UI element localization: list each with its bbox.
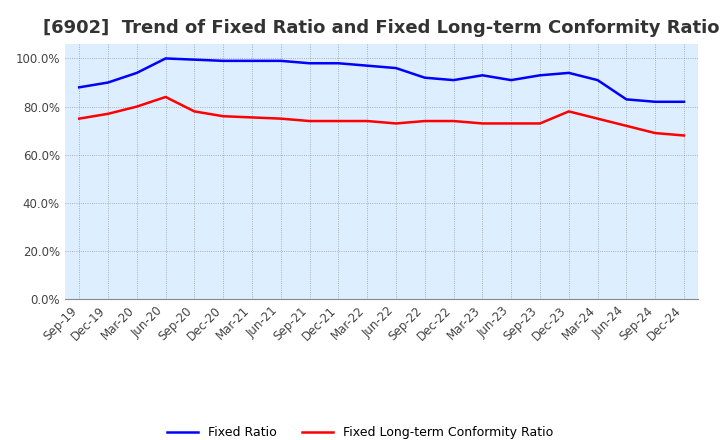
Fixed Long-term Conformity Ratio <box>363 118 372 124</box>
Fixed Long-term Conformity Ratio <box>449 118 458 124</box>
Fixed Long-term Conformity Ratio <box>190 109 199 114</box>
Fixed Ratio <box>363 63 372 68</box>
Fixed Ratio <box>104 80 112 85</box>
Fixed Ratio <box>276 58 285 63</box>
Fixed Long-term Conformity Ratio <box>478 121 487 126</box>
Fixed Ratio <box>132 70 141 76</box>
Fixed Long-term Conformity Ratio <box>593 116 602 121</box>
Fixed Ratio <box>305 61 314 66</box>
Fixed Long-term Conformity Ratio <box>680 133 688 138</box>
Fixed Long-term Conformity Ratio <box>622 123 631 128</box>
Fixed Long-term Conformity Ratio <box>536 121 544 126</box>
Fixed Ratio <box>680 99 688 104</box>
Fixed Ratio <box>190 57 199 62</box>
Fixed Ratio <box>593 77 602 83</box>
Fixed Long-term Conformity Ratio <box>219 114 228 119</box>
Fixed Long-term Conformity Ratio <box>305 118 314 124</box>
Fixed Ratio <box>449 77 458 83</box>
Line: Fixed Long-term Conformity Ratio: Fixed Long-term Conformity Ratio <box>79 97 684 136</box>
Fixed Long-term Conformity Ratio <box>420 118 429 124</box>
Fixed Long-term Conformity Ratio <box>276 116 285 121</box>
Fixed Ratio <box>564 70 573 76</box>
Line: Fixed Ratio: Fixed Ratio <box>79 59 684 102</box>
Fixed Ratio <box>536 73 544 78</box>
Fixed Long-term Conformity Ratio <box>564 109 573 114</box>
Fixed Long-term Conformity Ratio <box>132 104 141 109</box>
Fixed Ratio <box>334 61 343 66</box>
Fixed Ratio <box>622 97 631 102</box>
Fixed Ratio <box>651 99 660 104</box>
Fixed Long-term Conformity Ratio <box>334 118 343 124</box>
Fixed Ratio <box>392 66 400 71</box>
Fixed Ratio <box>507 77 516 83</box>
Fixed Long-term Conformity Ratio <box>104 111 112 117</box>
Fixed Long-term Conformity Ratio <box>248 115 256 120</box>
Fixed Ratio <box>75 84 84 90</box>
Fixed Long-term Conformity Ratio <box>75 116 84 121</box>
Fixed Ratio <box>420 75 429 81</box>
Fixed Long-term Conformity Ratio <box>507 121 516 126</box>
Legend: Fixed Ratio, Fixed Long-term Conformity Ratio: Fixed Ratio, Fixed Long-term Conformity … <box>162 422 558 440</box>
Fixed Ratio <box>219 58 228 63</box>
Fixed Long-term Conformity Ratio <box>392 121 400 126</box>
Fixed Ratio <box>161 56 170 61</box>
Fixed Long-term Conformity Ratio <box>161 94 170 99</box>
Title: [6902]  Trend of Fixed Ratio and Fixed Long-term Conformity Ratio: [6902] Trend of Fixed Ratio and Fixed Lo… <box>43 19 720 37</box>
Fixed Long-term Conformity Ratio <box>651 130 660 136</box>
Fixed Ratio <box>478 73 487 78</box>
Fixed Ratio <box>248 58 256 63</box>
